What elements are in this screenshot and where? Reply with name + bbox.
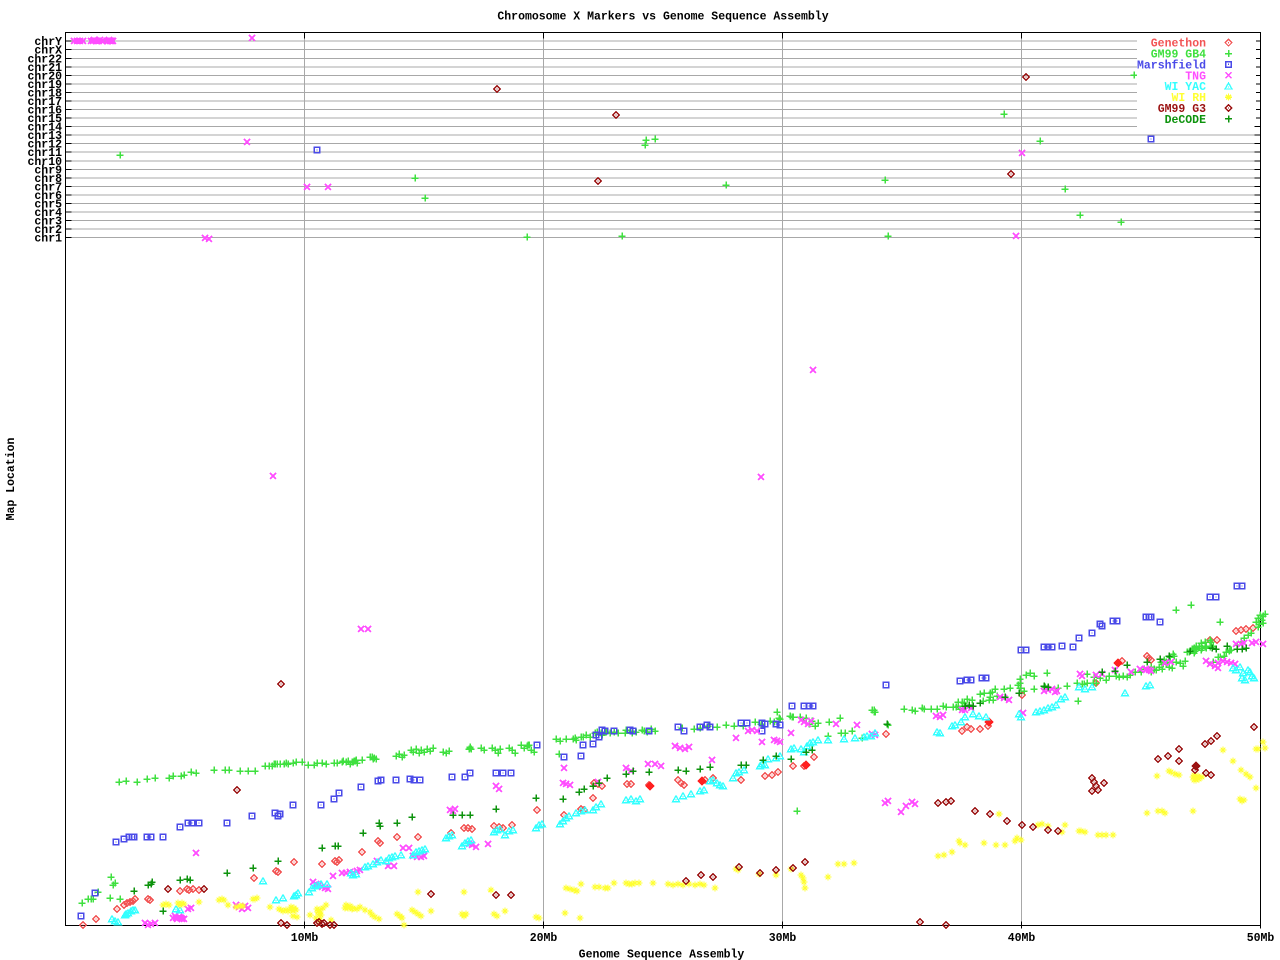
svg-text:WI RH: WI RH [1171,92,1206,105]
svg-text:chr9: chr9 [34,164,62,177]
svg-text:chr11: chr11 [27,147,62,160]
svg-text:Genethon: Genethon [1151,38,1206,51]
svg-text:chr1: chr1 [34,233,62,246]
svg-text:50Mb: 50Mb [1247,932,1275,945]
svg-text:DeCODE: DeCODE [1165,114,1207,127]
svg-text:GM99 GB4: GM99 GB4 [1151,49,1206,62]
svg-text:TNG: TNG [1185,70,1206,83]
svg-text:chr14: chr14 [27,122,62,135]
svg-text:chr2: chr2 [34,224,62,237]
svg-text:chr18: chr18 [27,87,62,100]
svg-text:chr4: chr4 [34,207,62,220]
svg-text:30Mb: 30Mb [769,932,797,945]
svg-text:chrX: chrX [34,45,62,58]
svg-text:chr5: chr5 [34,199,62,212]
svg-text:10Mb: 10Mb [291,932,319,945]
svg-text:chr16: chr16 [27,105,62,118]
svg-text:chr6: chr6 [34,190,62,203]
svg-text:WI YAC: WI YAC [1165,81,1207,94]
svg-text:chr13: chr13 [27,130,62,143]
svg-text:chr7: chr7 [34,181,62,194]
svg-text:Chromosome X Markers vs Genome: Chromosome X Markers vs Genome Sequence … [497,11,828,24]
svg-text:chr15: chr15 [27,113,62,126]
svg-text:chr12: chr12 [27,139,62,152]
svg-text:20Mb: 20Mb [530,932,558,945]
svg-text:chr17: chr17 [27,96,62,109]
svg-text:chr21: chr21 [27,62,62,75]
svg-text:chr20: chr20 [27,70,62,83]
svg-text:Marshfield: Marshfield [1137,59,1206,72]
svg-text:chr3: chr3 [34,216,62,229]
svg-text:chrY: chrY [34,36,62,49]
svg-text:chr10: chr10 [27,156,62,169]
svg-text:chr19: chr19 [27,79,62,92]
svg-text:Genome Sequence Assembly: Genome Sequence Assembly [579,949,745,960]
svg-text:40Mb: 40Mb [1008,932,1036,945]
svg-text:chr22: chr22 [27,53,62,66]
svg-text:Map Location: Map Location [5,438,18,521]
svg-text:chr8: chr8 [34,173,62,186]
svg-text:GM99 G3: GM99 G3 [1158,103,1206,116]
